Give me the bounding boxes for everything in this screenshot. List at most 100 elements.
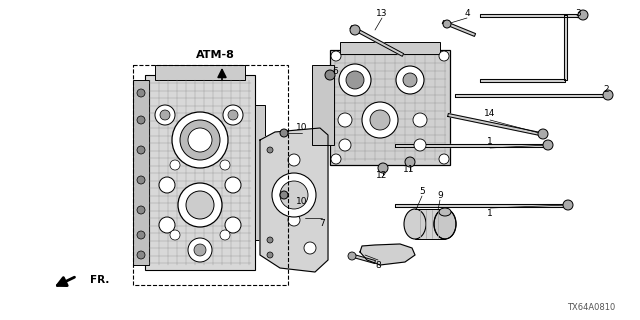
Circle shape <box>267 237 273 243</box>
Circle shape <box>280 129 288 137</box>
Circle shape <box>228 110 238 120</box>
Text: 4: 4 <box>464 9 470 18</box>
Circle shape <box>194 244 206 256</box>
Polygon shape <box>395 204 570 206</box>
Text: 14: 14 <box>484 109 496 118</box>
Bar <box>330 50 450 165</box>
Circle shape <box>543 140 553 150</box>
Text: 3: 3 <box>575 10 581 19</box>
Circle shape <box>280 181 308 209</box>
Circle shape <box>331 154 341 164</box>
Circle shape <box>137 206 145 214</box>
Polygon shape <box>260 128 328 272</box>
Polygon shape <box>442 20 476 36</box>
Circle shape <box>137 116 145 124</box>
Text: 6: 6 <box>332 67 338 76</box>
Circle shape <box>188 128 212 152</box>
Circle shape <box>137 146 145 154</box>
Bar <box>255 105 265 240</box>
Text: 11: 11 <box>403 164 415 173</box>
Circle shape <box>186 191 214 219</box>
Ellipse shape <box>404 209 426 239</box>
Circle shape <box>348 252 356 260</box>
Bar <box>145 75 255 270</box>
Bar <box>133 65 288 285</box>
Circle shape <box>220 160 230 170</box>
Circle shape <box>288 214 300 226</box>
Circle shape <box>137 231 145 239</box>
Circle shape <box>288 179 300 191</box>
Text: 9: 9 <box>437 190 443 199</box>
Polygon shape <box>360 244 415 265</box>
Circle shape <box>378 163 388 173</box>
Text: 5: 5 <box>419 187 425 196</box>
Polygon shape <box>455 93 608 97</box>
Bar <box>340 42 440 54</box>
Circle shape <box>350 25 360 35</box>
Circle shape <box>563 200 573 210</box>
Circle shape <box>538 129 548 139</box>
Circle shape <box>220 230 230 240</box>
Circle shape <box>137 176 145 184</box>
Circle shape <box>137 89 145 97</box>
Circle shape <box>225 217 241 233</box>
Text: 10: 10 <box>296 196 308 205</box>
Ellipse shape <box>439 208 451 216</box>
Polygon shape <box>480 13 580 17</box>
Polygon shape <box>448 114 545 136</box>
Circle shape <box>413 113 427 127</box>
Text: 1: 1 <box>487 138 493 147</box>
Circle shape <box>272 173 316 217</box>
Text: 8: 8 <box>375 261 381 270</box>
Circle shape <box>339 139 351 151</box>
Text: 12: 12 <box>376 172 388 180</box>
Ellipse shape <box>434 209 456 239</box>
Circle shape <box>331 51 341 61</box>
Circle shape <box>396 66 424 94</box>
Text: 2: 2 <box>603 85 609 94</box>
Circle shape <box>578 10 588 20</box>
Circle shape <box>288 154 300 166</box>
Circle shape <box>267 147 273 153</box>
Circle shape <box>414 139 426 151</box>
Circle shape <box>325 70 335 80</box>
Circle shape <box>180 120 220 160</box>
Circle shape <box>137 251 145 259</box>
Circle shape <box>267 252 273 258</box>
Circle shape <box>370 110 390 130</box>
Text: ATM-8: ATM-8 <box>196 50 234 60</box>
Circle shape <box>339 64 371 96</box>
Circle shape <box>403 73 417 87</box>
Circle shape <box>346 71 364 89</box>
Circle shape <box>443 20 451 28</box>
Text: 1: 1 <box>487 210 493 219</box>
Circle shape <box>159 177 175 193</box>
Circle shape <box>159 217 175 233</box>
Polygon shape <box>349 253 376 263</box>
Polygon shape <box>480 78 565 82</box>
Circle shape <box>304 242 316 254</box>
Circle shape <box>155 105 175 125</box>
Circle shape <box>170 160 180 170</box>
Bar <box>312 65 334 145</box>
Text: 7: 7 <box>319 219 325 228</box>
Circle shape <box>603 90 613 100</box>
Circle shape <box>280 191 288 199</box>
Circle shape <box>223 105 243 125</box>
Circle shape <box>170 230 180 240</box>
Polygon shape <box>350 26 404 56</box>
Circle shape <box>405 157 415 167</box>
Polygon shape <box>395 143 550 147</box>
Bar <box>133 80 149 265</box>
Text: FR.: FR. <box>90 275 109 285</box>
Circle shape <box>439 154 449 164</box>
Circle shape <box>172 112 228 168</box>
Bar <box>155 65 245 80</box>
Text: TX64A0810: TX64A0810 <box>567 303 615 313</box>
Circle shape <box>225 177 241 193</box>
Text: 10: 10 <box>296 123 308 132</box>
Polygon shape <box>563 15 566 80</box>
Circle shape <box>338 113 352 127</box>
Circle shape <box>178 183 222 227</box>
Circle shape <box>362 102 398 138</box>
